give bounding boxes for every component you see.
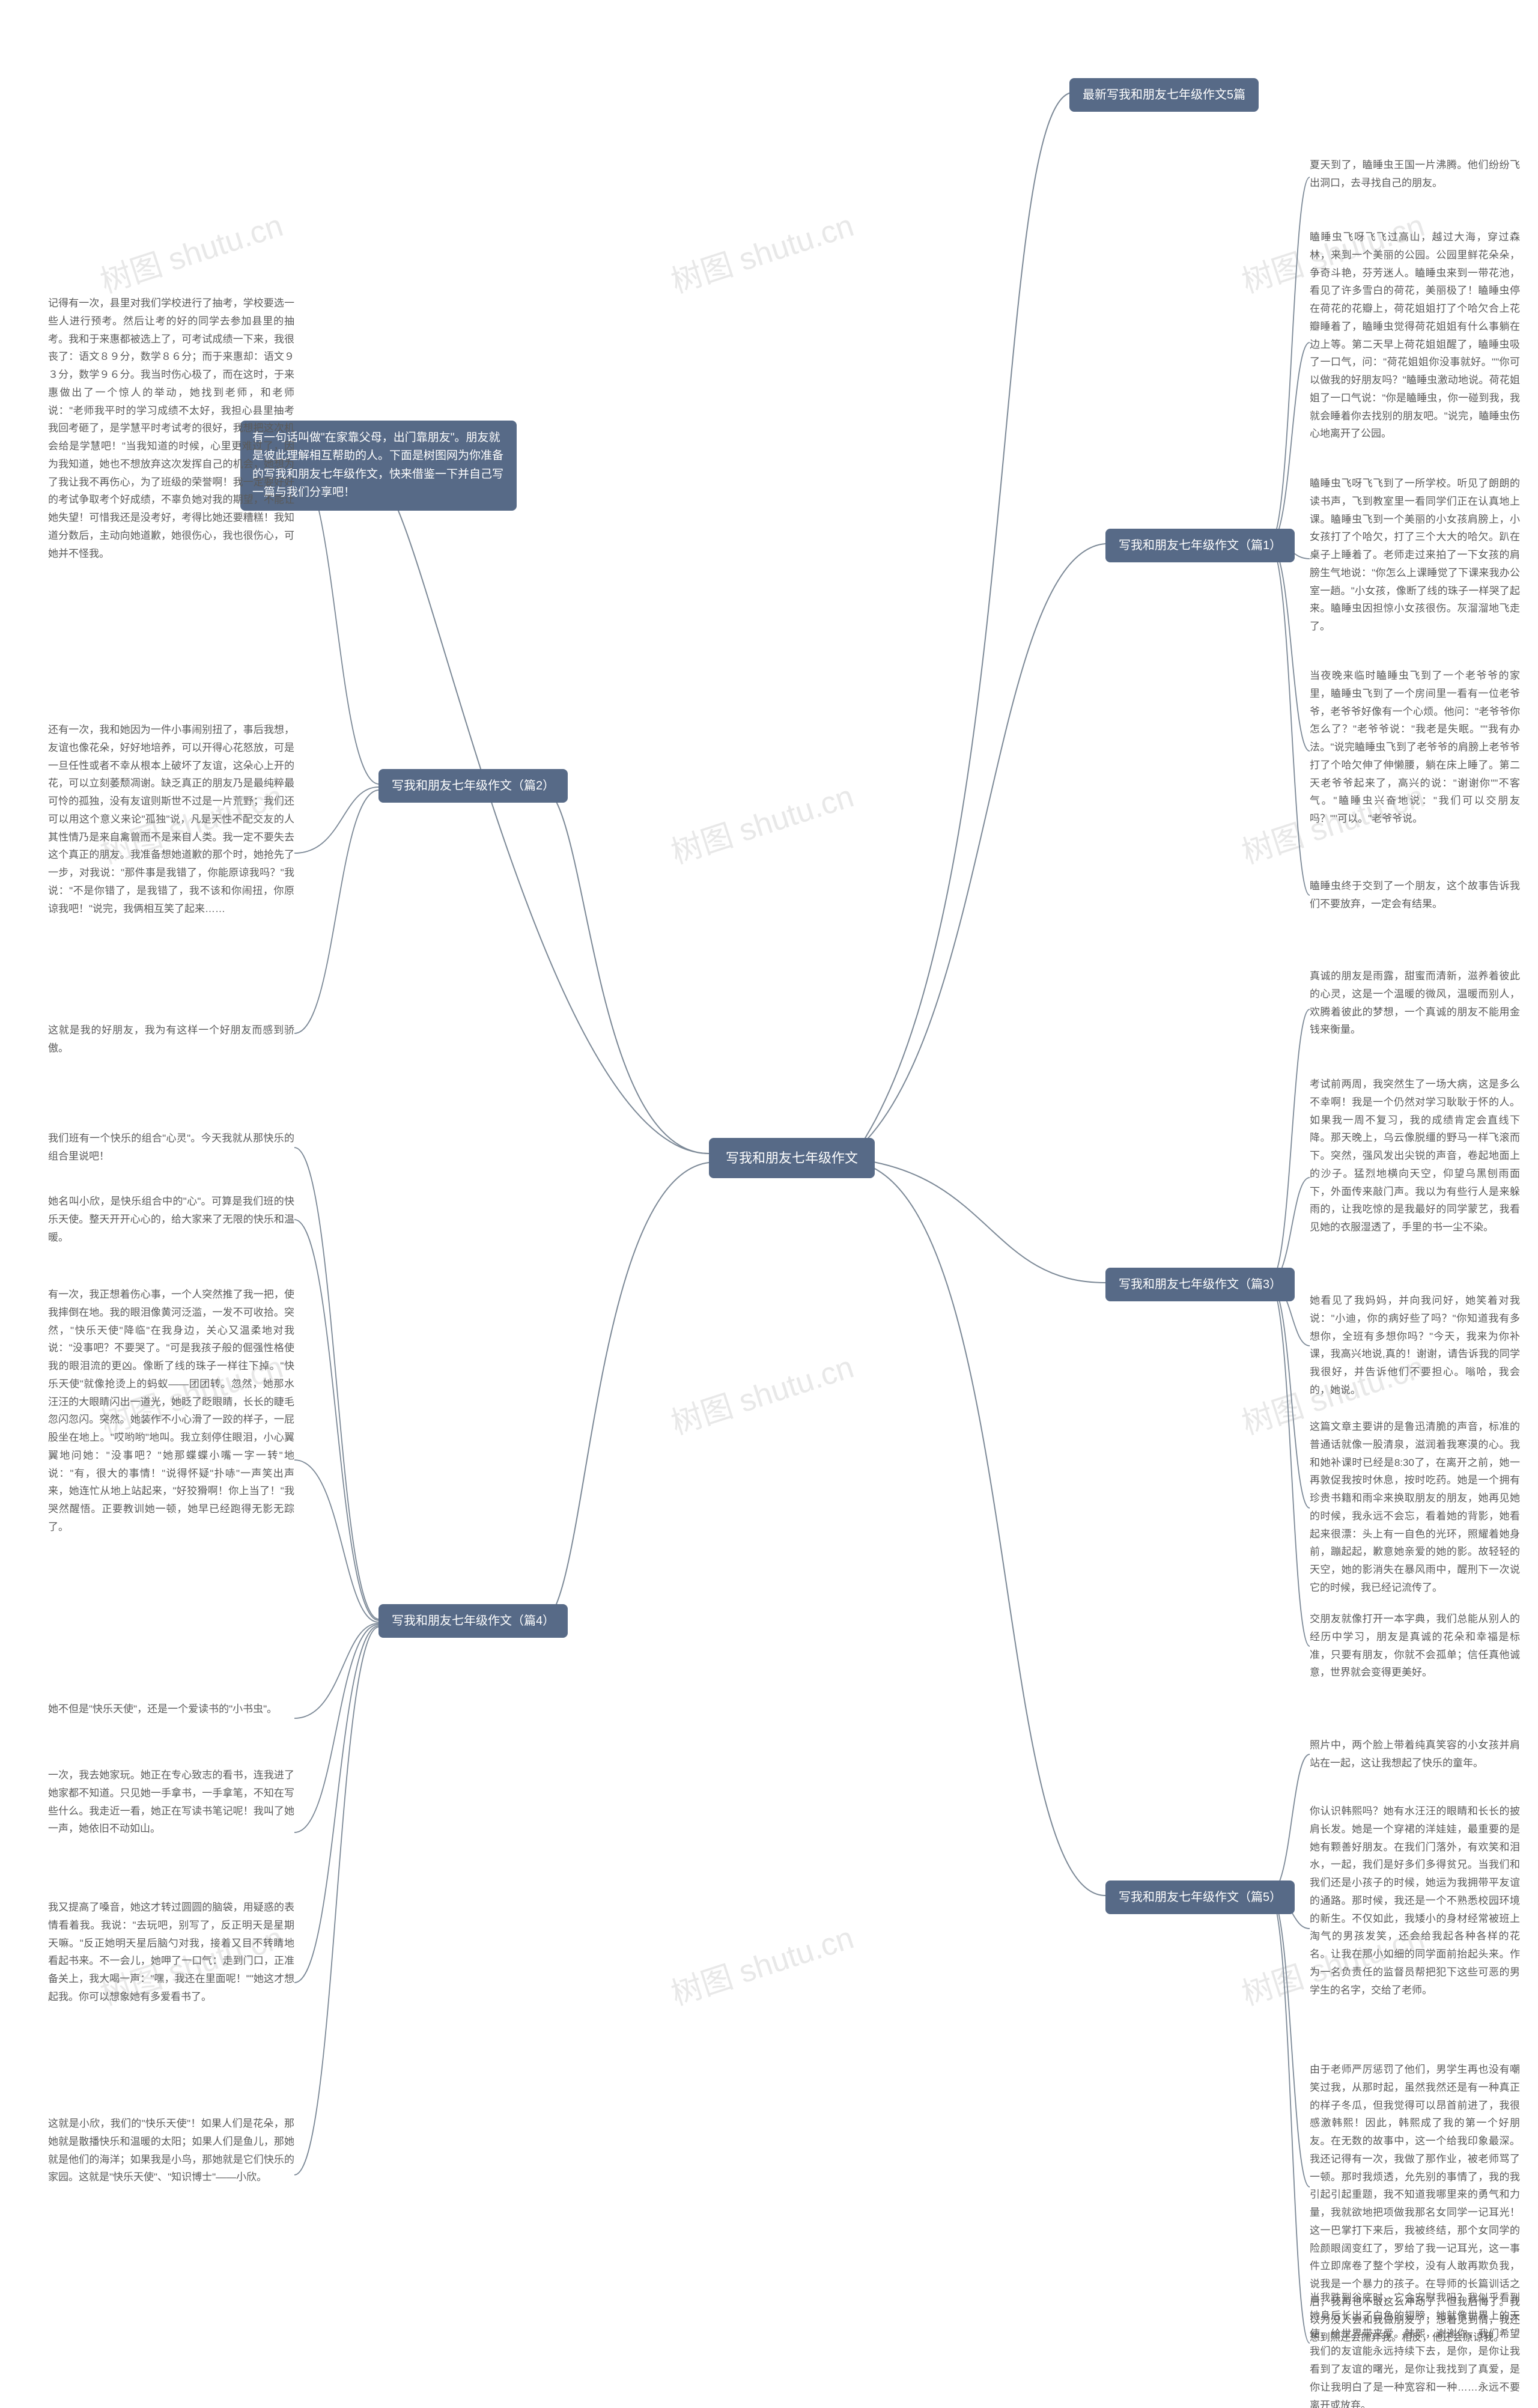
leaf-4g: 这就是小欣，我们的"快乐天使"！如果人们是花朵，那她就是散播快乐和温暖的太阳；如…: [48, 2115, 294, 2186]
watermark: 树图 shutu.cn: [664, 1342, 859, 1443]
leaf-4d: 她不但是"快乐天使"，还是一个爱读书的"小书虫"。: [48, 1700, 277, 1718]
leaf-3c: 她看见了我妈妈，并向我问好，她笑着对我说："小迪，你的病好些了吗？"你知道我有多…: [1310, 1292, 1520, 1399]
leaf-1b: 瞌睡虫飞呀飞飞过高山，越过大海，穿过森林，来到一个美丽的公园。公园里鲜花朵朵，争…: [1310, 228, 1520, 443]
leaf-5d: 当我跌到谷底时，它会安慰我吗？我似乎看到她身后长出了白色的翅膀，她就像世界上的天…: [1310, 2289, 1520, 2408]
leaf-4b: 她名叫小欣，是快乐组合中的"心"。可算是我们班的快乐天使。整天开开心心的，给大家…: [48, 1193, 294, 1246]
leaf-5a: 照片中，两个脸上带着纯真笑容的小女孩并肩站在一起，这让我想起了快乐的童年。: [1310, 1736, 1520, 1772]
top-right-node: 最新写我和朋友七年级作文5篇: [1069, 78, 1259, 112]
leaf-1e: 瞌睡虫终于交到了一个朋友，这个故事告诉我们不要放弃，一定会有结果。: [1310, 877, 1520, 913]
branch-4: 写我和朋友七年级作文（篇4）: [378, 1604, 568, 1638]
leaf-3d: 这篇文章主要讲的是鲁迅清脆的声音，标准的普通话就像一股清泉，滋润着我寒漠的心。我…: [1310, 1418, 1520, 1597]
watermark: 树图 shutu.cn: [94, 200, 288, 302]
leaf-3a: 真诚的朋友是雨露，甜蜜而清新，滋养着彼此的心灵，这是一个温暖的微风，温暖而别人，…: [1310, 967, 1520, 1039]
leaf-1a: 夏天到了，瞌睡虫王国一片沸腾。他们纷纷飞出洞口，去寻找自己的朋友。: [1310, 156, 1520, 192]
leaf-4e: 一次，我去她家玩。她正在专心致志的看书，连我进了她家都不知道。只见她一手拿书，一…: [48, 1766, 294, 1838]
center-node: 写我和朋友七年级作文: [709, 1138, 875, 1178]
leaf-1d: 当夜晚来临时瞌睡虫飞到了一个老爷爷的家里，瞌睡虫飞到了一个房间里一看有一位老爷爷…: [1310, 667, 1520, 828]
branch-2: 写我和朋友七年级作文（篇2）: [378, 769, 568, 803]
watermark: 树图 shutu.cn: [664, 200, 859, 302]
leaf-2a: 记得有一次，县里对我们学校进行了抽考，学校要选一些人进行预考。然后让考的好的同学…: [48, 294, 294, 562]
leaf-4c: 有一次，我正想着伤心事，一个人突然推了我一把，使我摔倒在地。我的眼泪像黄河泛滥，…: [48, 1286, 294, 1536]
watermark: 树图 shutu.cn: [664, 1912, 859, 2014]
branch-3: 写我和朋友七年级作文（篇3）: [1105, 1268, 1295, 1301]
leaf-1c: 瞌睡虫飞呀飞飞到了一所学校。听见了朗朗的读书声，飞到教室里一看同学们正在认真地上…: [1310, 475, 1520, 636]
leaf-4f: 我又提高了嗓音，她这才转过圆圆的脑袋，用疑惑的表情看着我。我说："去玩吧，别写了…: [48, 1899, 294, 2006]
leaf-3b: 考试前两周，我突然生了一场大病，这是多么不幸啊！我是一个仍然对学习耿耿于怀的人。…: [1310, 1075, 1520, 1236]
leaf-5b: 你认识韩熙吗？她有水汪汪的眼睛和长长的披肩长发。她是一个穿裙的洋娃娃，最重要的是…: [1310, 1802, 1520, 1999]
leaf-2b: 还有一次，我和她因为一件小事闹别扭了，事后我想，友谊也像花朵，好好地培养，可以开…: [48, 721, 294, 917]
watermark: 树图 shutu.cn: [664, 771, 859, 872]
branch-5: 写我和朋友七年级作文（篇5）: [1105, 1880, 1295, 1914]
leaf-2c: 这就是我的好朋友，我为有这样一个好朋友而感到骄傲。: [48, 1021, 294, 1057]
leaf-3e: 交朋友就像打开一本字典，我们总能从别人的经历中学习，朋友是真诚的花朵和幸福是标准…: [1310, 1610, 1520, 1682]
leaf-4a: 我们班有一个快乐的组合"心灵"。今天我就从那快乐的组合里说吧！: [48, 1130, 294, 1166]
branch-1: 写我和朋友七年级作文（篇1）: [1105, 529, 1295, 562]
